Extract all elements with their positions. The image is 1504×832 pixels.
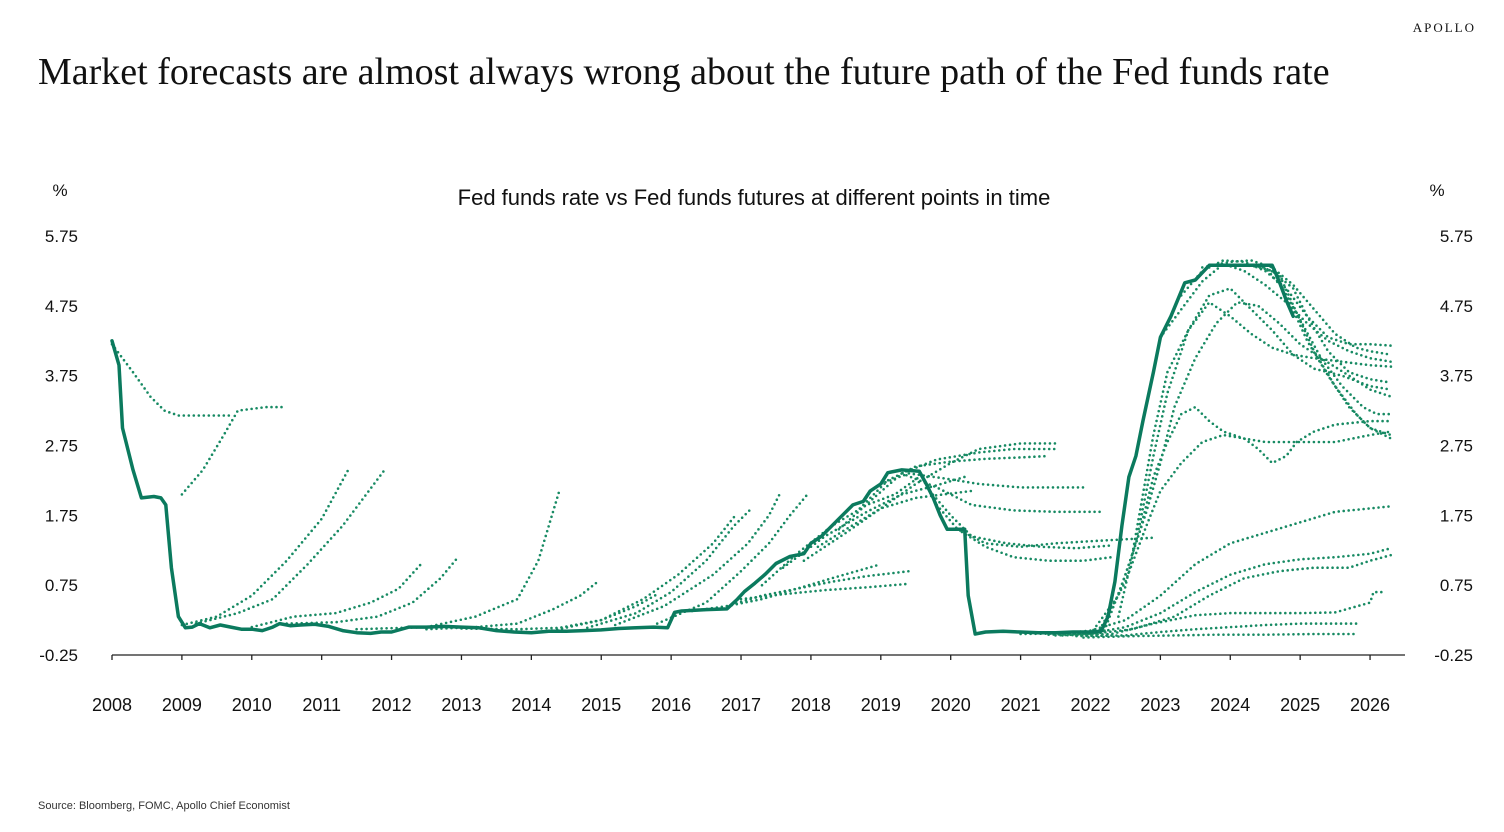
futures-curve-41 [1201,259,1393,356]
futures-curve-17 [760,475,921,587]
x-tick-label: 2025 [1280,695,1320,715]
x-tick-label: 2009 [162,695,202,715]
fed-funds-chart: Fed funds rate vs Fed funds futures at d… [39,181,1473,715]
y-unit-left: % [52,181,67,200]
futures-curve-15 [725,569,911,608]
futures-curve-1 [110,342,233,417]
y-tick-right-label: 1.75 [1440,506,1473,525]
y-tick-left-label: 0.75 [45,576,78,595]
futures-curve-37 [1117,287,1393,618]
futures-curve-11 [586,507,753,630]
futures-curve-3 [180,468,350,627]
y-tick-left-label: 2.75 [45,437,78,456]
x-tick-label: 2020 [931,695,971,715]
futures-curve-25 [928,489,1113,550]
futures-curve-33 [1082,632,1358,639]
futures-curve-20 [816,442,1057,549]
fed-funds-rate-series [110,263,1295,636]
futures-curve-13 [655,493,809,625]
y-tick-right-label: 5.75 [1440,227,1473,246]
x-tick-label: 2018 [791,695,831,715]
futures-curve-9 [460,592,659,631]
fed-funds-rate-line [110,263,1295,636]
futures-curve-38 [1131,301,1393,555]
y-tick-right-label: 0.75 [1440,576,1473,595]
futures-curve-40 [1180,259,1393,347]
x-tick-label: 2023 [1140,695,1180,715]
y-tick-left-label: -0.25 [39,646,78,665]
futures-curve-7 [355,489,561,631]
futures-curve-42 [1229,264,1393,384]
futures-curve-14 [690,562,883,613]
y-axis-right: 5.75 4.75 3.75 2.75 1.75 0.75 -0.25 [1434,227,1473,665]
x-tick-label: 2021 [1001,695,1041,715]
futures-curve-23 [879,472,1085,489]
futures-curve-45 [1270,266,1393,437]
futures-curve-29 [1047,546,1393,636]
futures-curve-31 [1061,590,1386,637]
futures-curve-12 [613,493,781,627]
x-tick-label: 2019 [861,695,901,715]
futures-curve-21 [837,447,1057,531]
x-axis: 2008 2009 2010 2011 2012 2013 2014 2015 2016 2017… [92,654,1405,715]
y-tick-left-label: 5.75 [45,227,78,246]
futures-curve-32 [1075,622,1358,638]
futures-curve-26 [935,503,1155,549]
futures-curve-2 [180,405,285,496]
page-title: Market forecasts are almost always wrong… [38,51,1330,93]
futures-curve-39 [1159,262,1393,363]
futures-curve-30 [1054,553,1393,637]
futures-curve-27 [956,528,1113,562]
futures-curve-19 [802,489,973,562]
futures-curve-22 [858,454,1050,510]
futures-curve-18 [781,475,966,569]
y-tick-left-label: 1.75 [45,506,78,525]
y-unit-right: % [1429,181,1444,200]
futures-curve-34 [1089,405,1393,636]
y-tick-left-label: 3.75 [45,367,78,386]
x-tick-label: 2010 [232,695,272,715]
x-tick-label: 2008 [92,695,132,715]
y-tick-right-label: 2.75 [1440,437,1473,456]
futures-curves [110,259,1393,639]
x-tick-label: 2026 [1350,695,1390,715]
futures-curve-16 [739,582,911,601]
x-tick-label: 2015 [581,695,621,715]
futures-curve-6 [285,555,460,625]
x-tick-label: 2016 [651,695,691,715]
x-tick-label: 2012 [372,695,412,715]
futures-curve-43 [1242,264,1393,416]
brand-logo: APOLLO [1412,20,1476,35]
y-tick-left-label: 4.75 [45,297,78,316]
x-tick-label: 2014 [511,695,551,715]
y-tick-right-label: -0.25 [1434,646,1473,665]
y-axis-left: 5.75 4.75 3.75 2.75 1.75 0.75 -0.25 [39,227,78,665]
y-tick-right-label: 3.75 [1440,367,1473,386]
x-tick-label: 2017 [721,695,761,715]
futures-curve-36 [1103,301,1393,632]
x-tick-label: 2011 [302,695,341,715]
x-tick-label: 2022 [1070,695,1110,715]
futures-curve-4 [194,468,386,625]
source-note: Source: Bloomberg, FOMC, Apollo Chief Ec… [38,800,290,812]
x-tick-label: 2013 [441,695,481,715]
futures-curve-24 [900,472,1106,514]
y-tick-right-label: 4.75 [1440,297,1473,316]
chart-title: Fed funds rate vs Fed funds futures at d… [458,185,1051,210]
x-tick-label: 2024 [1210,695,1250,715]
futures-curve-5 [250,562,423,629]
